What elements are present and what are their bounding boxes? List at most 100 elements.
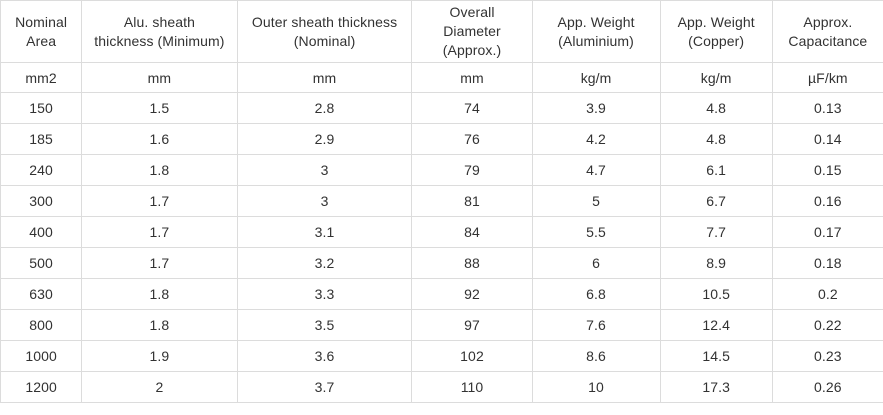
table-cell: 240 xyxy=(0,154,83,186)
table-row: 240 1.8 3 79 4.7 6.1 0.15 xyxy=(0,154,883,186)
column-unit-weight-copper: kg/m xyxy=(659,62,773,93)
table-cell: 1.8 xyxy=(81,154,238,186)
table-body: 150 1.5 2.8 74 3.9 4.8 0.13 185 1.6 2.9 76 4.2 4.8 0.… xyxy=(0,92,883,403)
table-cell: 92 xyxy=(411,278,533,310)
table-cell: 3 xyxy=(236,154,413,186)
table-cell: 2.9 xyxy=(236,123,413,155)
table-cell: 300 xyxy=(0,185,83,217)
column-header-capacitance: Approx. Capacitance xyxy=(771,0,883,63)
table-cell: 12.4 xyxy=(659,309,773,341)
column-unit-alu-sheath-thickness: mm xyxy=(81,62,238,93)
table-row: 400 1.7 3.1 84 5.5 7.7 0.17 xyxy=(0,216,883,248)
column-header-weight-aluminium: App. Weight (Aluminium) xyxy=(531,0,661,63)
table-cell: 4.8 xyxy=(659,123,773,155)
table-row: 630 1.8 3.3 92 6.8 10.5 0.2 xyxy=(0,278,883,310)
column-unit-outer-sheath-thickness: mm xyxy=(236,62,413,93)
table-cell: 6 xyxy=(531,247,661,279)
table-row: 150 1.5 2.8 74 3.9 4.8 0.13 xyxy=(0,92,883,124)
table-row: 1200 2 3.7 110 10 17.3 0.26 xyxy=(0,371,883,403)
table-cell: 0.16 xyxy=(771,185,883,217)
table-cell: 0.26 xyxy=(771,371,883,403)
table-row: 1000 1.9 3.6 102 8.6 14.5 0.23 xyxy=(0,340,883,372)
table-cell: 500 xyxy=(0,247,83,279)
table-cell: 7.7 xyxy=(659,216,773,248)
table-cell: 400 xyxy=(0,216,83,248)
table-cell: 185 xyxy=(0,123,83,155)
column-unit-weight-aluminium: kg/m xyxy=(531,62,661,93)
units-row: mm2 mm mm mm kg/m kg/m µF/km xyxy=(0,62,883,93)
table-cell: 8.9 xyxy=(659,247,773,279)
table-cell: 6.7 xyxy=(659,185,773,217)
table-cell: 0.22 xyxy=(771,309,883,341)
table-cell: 1.7 xyxy=(81,247,238,279)
column-unit-nominal-area: mm2 xyxy=(0,62,83,93)
table-cell: 3.2 xyxy=(236,247,413,279)
table-cell: 1.6 xyxy=(81,123,238,155)
column-header-overall-diameter: Overall Diameter (Approx.) xyxy=(411,0,533,63)
table-row: 300 1.7 3 81 5 6.7 0.16 xyxy=(0,185,883,217)
table-cell: 6.8 xyxy=(531,278,661,310)
table-cell: 7.6 xyxy=(531,309,661,341)
table-cell: 8.6 xyxy=(531,340,661,372)
column-unit-capacitance: µF/km xyxy=(771,62,883,93)
table-cell: 6.1 xyxy=(659,154,773,186)
table-cell: 1000 xyxy=(0,340,83,372)
column-header-outer-sheath-thickness: Outer sheath thickness (Nominal) xyxy=(236,0,413,63)
table-cell: 3.3 xyxy=(236,278,413,310)
table-cell: 0.18 xyxy=(771,247,883,279)
cable-spec-table: Nominal Area Alu. sheath thickness (Mini… xyxy=(0,0,883,403)
table-row: 185 1.6 2.9 76 4.2 4.8 0.14 xyxy=(0,123,883,155)
table-cell: 110 xyxy=(411,371,533,403)
table-row: 500 1.7 3.2 88 6 8.9 0.18 xyxy=(0,247,883,279)
table-cell: 3.6 xyxy=(236,340,413,372)
table-cell: 0.23 xyxy=(771,340,883,372)
table-cell: 0.15 xyxy=(771,154,883,186)
table-cell: 97 xyxy=(411,309,533,341)
table-cell: 2.8 xyxy=(236,92,413,124)
table-cell: 2 xyxy=(81,371,238,403)
table-cell: 3.5 xyxy=(236,309,413,341)
table-cell: 5 xyxy=(531,185,661,217)
table-row: 800 1.8 3.5 97 7.6 12.4 0.22 xyxy=(0,309,883,341)
table-header: Nominal Area Alu. sheath thickness (Mini… xyxy=(0,0,883,93)
table-cell: 84 xyxy=(411,216,533,248)
table-cell: 5.5 xyxy=(531,216,661,248)
table-cell: 76 xyxy=(411,123,533,155)
table-cell: 1200 xyxy=(0,371,83,403)
table-cell: 14.5 xyxy=(659,340,773,372)
table-cell: 4.7 xyxy=(531,154,661,186)
table-cell: 3 xyxy=(236,185,413,217)
table-cell: 1.7 xyxy=(81,216,238,248)
table-cell: 1.9 xyxy=(81,340,238,372)
table-cell: 79 xyxy=(411,154,533,186)
table-cell: 74 xyxy=(411,92,533,124)
header-row: Nominal Area Alu. sheath thickness (Mini… xyxy=(0,0,883,63)
table-cell: 630 xyxy=(0,278,83,310)
table-cell: 88 xyxy=(411,247,533,279)
table-cell: 150 xyxy=(0,92,83,124)
table-cell: 4.8 xyxy=(659,92,773,124)
table-cell: 1.8 xyxy=(81,309,238,341)
table-cell: 102 xyxy=(411,340,533,372)
table-cell: 1.8 xyxy=(81,278,238,310)
column-header-nominal-area: Nominal Area xyxy=(0,0,83,63)
table-cell: 0.17 xyxy=(771,216,883,248)
table-cell: 3.9 xyxy=(531,92,661,124)
table-cell: 4.2 xyxy=(531,123,661,155)
table-cell: 81 xyxy=(411,185,533,217)
table-cell: 10.5 xyxy=(659,278,773,310)
column-unit-overall-diameter: mm xyxy=(411,62,533,93)
table-cell: 3.1 xyxy=(236,216,413,248)
table-cell: 0.2 xyxy=(771,278,883,310)
table-cell: 1.5 xyxy=(81,92,238,124)
table-cell: 17.3 xyxy=(659,371,773,403)
column-header-weight-copper: App. Weight (Copper) xyxy=(659,0,773,63)
table-cell: 10 xyxy=(531,371,661,403)
table-cell: 0.14 xyxy=(771,123,883,155)
table-cell: 3.7 xyxy=(236,371,413,403)
table-cell: 1.7 xyxy=(81,185,238,217)
column-header-alu-sheath-thickness: Alu. sheath thickness (Minimum) xyxy=(81,0,238,63)
table-cell: 800 xyxy=(0,309,83,341)
table-cell: 0.13 xyxy=(771,92,883,124)
